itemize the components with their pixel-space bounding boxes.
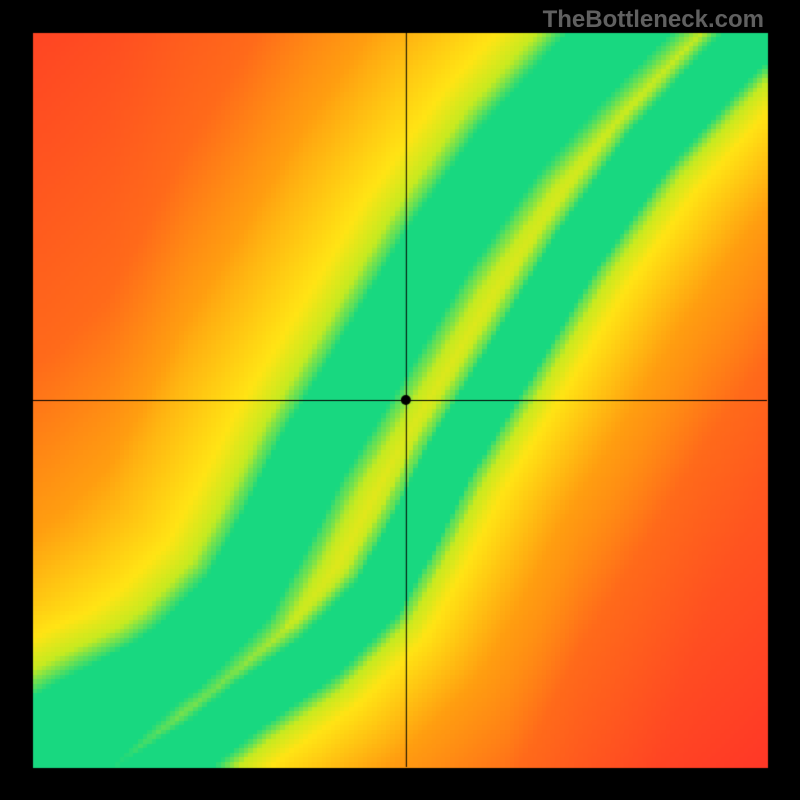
heatmap-canvas <box>0 0 800 800</box>
chart-container: TheBottleneck.com <box>0 0 800 800</box>
watermark-text: TheBottleneck.com <box>543 6 764 34</box>
